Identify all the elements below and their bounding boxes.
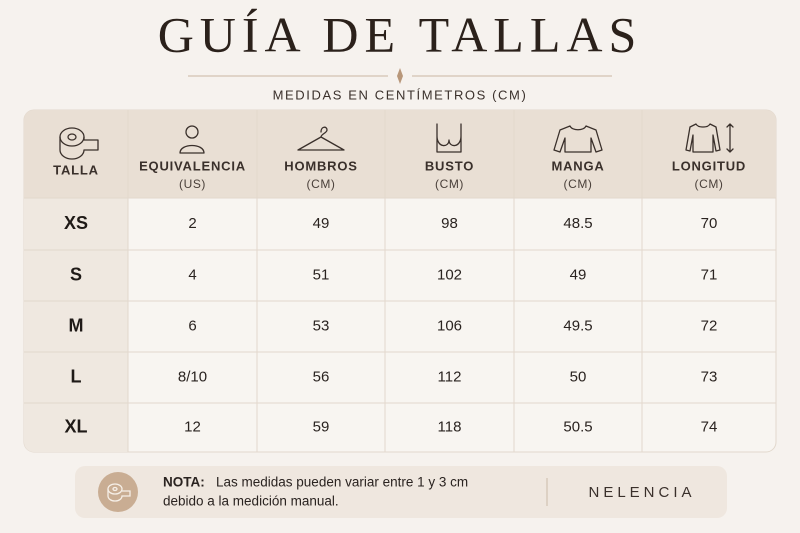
- cell-value: 12: [184, 418, 201, 435]
- cell-value: 71: [701, 266, 718, 283]
- cell-value: 49: [313, 215, 330, 232]
- note-icon-bg: [98, 472, 138, 512]
- hanger-icon: [297, 126, 345, 151]
- note-box: NOTA: Las medidas pueden variar entre 1 …: [75, 466, 727, 518]
- column-unit: (CM): [694, 177, 723, 191]
- size-label: XS: [64, 213, 88, 233]
- sweater-icon: [553, 125, 603, 153]
- cell-value: 48.5: [563, 215, 592, 232]
- note-bg: [75, 466, 727, 518]
- title: GUÍA DE TALLAS: [158, 6, 643, 62]
- cell-value: 98: [441, 215, 458, 232]
- note-text: Las medidas pueden variar entre 1 y 3 cm: [216, 475, 468, 490]
- cell-value: 56: [313, 368, 330, 385]
- column-unit: (CM): [435, 177, 464, 191]
- cell-value: 73: [701, 368, 718, 385]
- note-label: NOTA:: [163, 475, 205, 490]
- header-row-bg: [24, 110, 776, 198]
- person-icon: [179, 125, 205, 154]
- cell-value: 6: [188, 317, 196, 334]
- cell-value: 72: [701, 317, 718, 334]
- longsleeve-icon: [685, 123, 734, 153]
- tape-icon: [59, 127, 99, 160]
- column-header: TALLA: [53, 162, 99, 177]
- cell-value: 49: [570, 266, 587, 283]
- cell-value: 4: [188, 266, 196, 283]
- column-header: BUSTO: [425, 158, 474, 173]
- column-unit: (US): [179, 177, 206, 191]
- size-table: [23, 109, 777, 453]
- column-unit: (CM): [563, 177, 592, 191]
- cell-value: 51: [313, 266, 330, 283]
- cell-value: 59: [313, 418, 330, 435]
- size-label: XL: [64, 416, 87, 436]
- cell-value: 106: [437, 317, 462, 334]
- cell-value: 2: [188, 215, 196, 232]
- divider-ornament: [397, 68, 403, 84]
- note-icon: [107, 483, 131, 502]
- column-header: EQUIVALENCIA: [139, 158, 246, 173]
- column-header: LONGITUD: [672, 158, 746, 173]
- size-label: S: [70, 264, 82, 284]
- cell-value: 49.5: [563, 317, 592, 334]
- cell-value: 74: [701, 418, 718, 435]
- column-unit: (CM): [306, 177, 335, 191]
- cell-value: 8/10: [178, 368, 207, 385]
- note-text: debido a la medición manual.: [163, 494, 339, 509]
- cell-value: 112: [438, 368, 462, 385]
- cell-value: 50: [570, 368, 587, 385]
- column-header: HOMBROS: [284, 158, 358, 173]
- cell-value: 70: [701, 215, 718, 232]
- size-column-bg: [24, 198, 128, 452]
- subtitle: MEDIDAS EN CENTÍMETROS (CM): [273, 87, 528, 102]
- bra-icon: [436, 123, 462, 153]
- cell-value: 50.5: [563, 418, 592, 435]
- column-header: MANGA: [551, 158, 604, 173]
- cell-value: 118: [438, 418, 462, 435]
- cell-value: 102: [437, 266, 462, 283]
- cell-value: 53: [313, 317, 330, 334]
- size-label: L: [71, 366, 82, 386]
- size-label: M: [69, 315, 84, 335]
- brand: NELENCIA: [588, 484, 695, 501]
